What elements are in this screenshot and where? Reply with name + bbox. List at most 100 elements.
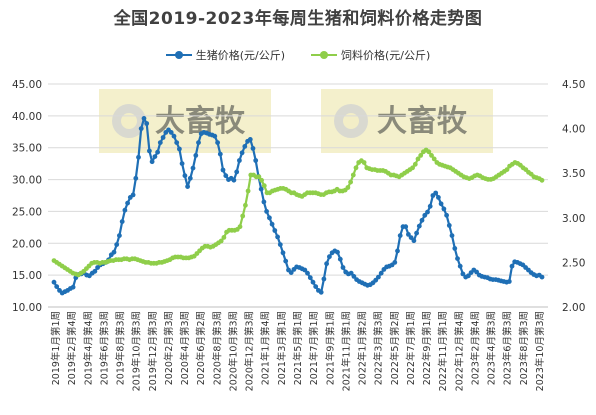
data-point: [444, 212, 449, 218]
legend-label-pig-price: 生猪价格(元/公斤): [195, 49, 285, 62]
watermark-logo-icon-inner: [121, 113, 137, 129]
x-tick-label: 2020年6月第2周: [195, 311, 207, 385]
data-point: [460, 271, 466, 277]
data-point: [426, 149, 432, 155]
data-point: [449, 233, 455, 239]
data-point: [114, 242, 120, 248]
x-tick-label: 2020年8月第3周: [211, 311, 223, 385]
x-tick-label: 2022年9月第1周: [421, 311, 433, 385]
data-point: [70, 284, 76, 290]
data-point: [419, 217, 425, 223]
data-point: [416, 223, 422, 229]
data-point: [250, 146, 256, 151]
y-right-tick-label: 4.00: [562, 124, 585, 136]
data-point: [130, 192, 136, 198]
x-tick-label: 2023年6月第3周: [502, 311, 514, 385]
data-point: [403, 224, 409, 230]
data-point: [351, 274, 357, 279]
data-point: [220, 167, 226, 173]
x-tick-label: 2019年6月第3周: [98, 311, 110, 385]
data-point: [425, 209, 430, 215]
x-tick-label: 2021年9月第1周: [324, 311, 336, 385]
data-point: [117, 233, 122, 239]
data-point: [280, 250, 286, 256]
data-point: [259, 177, 264, 183]
data-point: [378, 270, 384, 276]
data-point: [539, 274, 545, 280]
data-point: [171, 133, 177, 139]
x-tick-label: 2022年7月第1周: [405, 311, 417, 385]
data-point: [182, 173, 188, 179]
data-point: [141, 116, 147, 121]
data-point: [122, 207, 128, 213]
data-point: [245, 188, 251, 194]
y-left-tick-label: 30.00: [12, 175, 42, 187]
data-point: [318, 289, 324, 295]
data-point: [231, 177, 237, 183]
data-point: [302, 267, 308, 273]
y-left-tick-label: 20.00: [12, 238, 42, 250]
x-tick-label: 2019年4月第4周: [82, 311, 94, 385]
data-point: [275, 234, 280, 240]
data-point: [288, 270, 294, 275]
data-point: [335, 249, 340, 255]
data-point: [261, 183, 267, 189]
y-left-tick-label: 40.00: [12, 111, 42, 123]
data-point: [321, 276, 327, 282]
data-point: [408, 235, 414, 241]
data-point: [345, 185, 351, 190]
data-point: [239, 150, 245, 156]
data-point: [429, 153, 434, 158]
data-point: [452, 246, 458, 251]
watermark-text: 大畜牧: [377, 104, 468, 139]
legend-swatch-feed-price: [311, 51, 337, 59]
data-point: [509, 263, 515, 269]
data-point: [283, 258, 289, 264]
y-right-tick-label: 4.50: [562, 79, 585, 91]
legend-item-pig-price: 生猪价格(元/公斤): [165, 47, 285, 63]
x-tick-label: 2023年4月第3周: [486, 311, 498, 385]
x-tick-label: 2022年1月第2周: [357, 311, 369, 385]
data-point: [138, 126, 144, 131]
y-right-tick-label: 2.50: [562, 257, 585, 269]
data-point: [168, 130, 174, 135]
data-point: [221, 235, 227, 240]
data-point: [504, 167, 510, 173]
x-tick-label: 2019年1月第1周: [50, 311, 62, 385]
legend-item-feed-price: 饲料价格(元/公斤): [311, 47, 430, 63]
data-point: [348, 270, 354, 276]
data-point: [218, 238, 224, 244]
data-point: [144, 121, 150, 126]
data-point: [427, 203, 433, 209]
y-left-tick-label: 45.00: [12, 79, 42, 91]
y-left-tick-label: 25.00: [12, 206, 42, 218]
x-tick-label: 2022年11月第1周: [437, 311, 449, 391]
data-point: [277, 242, 283, 248]
data-point: [307, 275, 313, 281]
x-tick-label: 2019年10月第3周: [131, 311, 143, 391]
data-point: [395, 248, 400, 254]
data-point: [353, 165, 359, 171]
data-point: [340, 265, 346, 270]
data-point: [441, 206, 447, 212]
data-point: [256, 174, 262, 180]
y-left-tick-label: 10.00: [12, 302, 42, 314]
y-right-tick-label: 3.00: [562, 213, 585, 225]
data-point: [397, 233, 403, 239]
data-point: [152, 154, 158, 160]
x-tick-label: 2020年4月第3周: [179, 311, 191, 385]
data-point: [177, 146, 182, 152]
data-point: [433, 190, 439, 196]
data-point: [243, 202, 248, 208]
data-point: [174, 140, 180, 146]
data-point: [269, 221, 275, 227]
data-point: [242, 144, 248, 149]
y-right-tick-label: 2.00: [562, 302, 585, 314]
data-point: [247, 137, 253, 142]
chart-title: 全国2019-2023年每周生猪和饲料价格走势图: [113, 9, 483, 29]
x-tick-label: 2021年3月第1周: [276, 311, 288, 385]
data-point: [215, 140, 221, 146]
data-point: [466, 273, 471, 279]
chart-legend: 生猪价格(元/公斤) 饲料价格(元/公斤): [0, 47, 596, 63]
